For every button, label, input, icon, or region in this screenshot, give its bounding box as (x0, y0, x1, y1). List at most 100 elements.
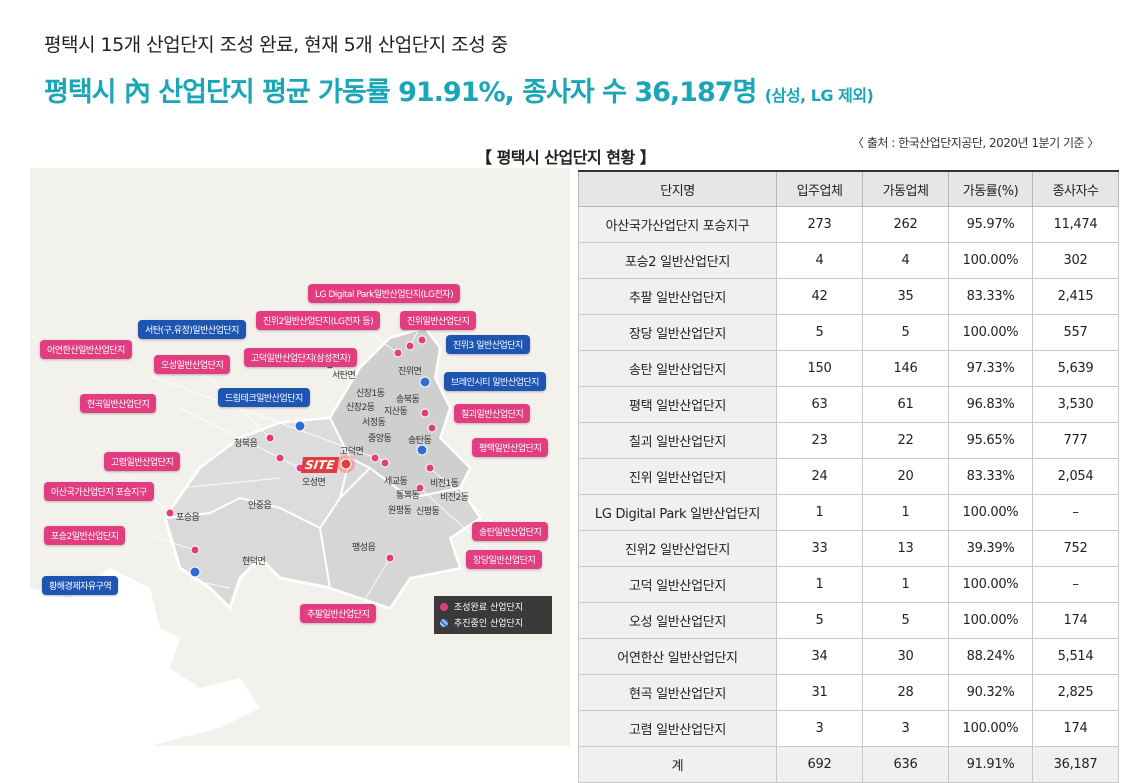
site-label: SITE (300, 457, 339, 473)
map-tag: 진위일반산업단지 (400, 311, 477, 330)
map-legend: 조성완료 산업단지 추진중인 산업단지 (434, 596, 552, 634)
table-cell: 3 (862, 710, 949, 747)
table-cell: 5,514 (1032, 638, 1119, 675)
complex-name-cell: 현곡 일반산업단지 (578, 674, 777, 711)
table-cell: 1 (862, 494, 949, 531)
map-tag: 어연한산일반산업단지 (40, 340, 132, 359)
table-cell: 5 (776, 602, 863, 639)
table-cell: 174 (1032, 710, 1119, 747)
pink-dot-icon (440, 602, 448, 611)
map-tag: 황해경제자유구역 (42, 576, 119, 595)
table-cell: 30 (862, 638, 949, 675)
table-total-row: 계 692 636 91.91% 36,187 (578, 746, 1119, 783)
table-cell: 174 (1032, 602, 1119, 639)
table-cell: 5,639 (1032, 350, 1119, 387)
place-label: 오성면 (302, 478, 326, 488)
place-label: 신장2동 (346, 403, 375, 413)
table-cell: 262 (862, 206, 949, 243)
table-body: 아산국가산업단지 포승지구 273 262 95.97% 11,474 포승2 일반산업단… (578, 206, 1119, 783)
total-cell: 692 (776, 746, 863, 783)
source-note: 〈 출처 : 한국산업단지공단, 2020년 1분기 기준 〉 (852, 136, 1099, 150)
table-cell: 2,415 (1032, 278, 1119, 315)
table-cell: 557 (1032, 314, 1119, 351)
header-cell: 입주업체 (776, 170, 863, 207)
table-cell: 752 (1032, 530, 1119, 567)
place-label: 통복동 (396, 491, 420, 501)
table-row: 송탄 일반산업단지 150 146 97.33% 5,639 (578, 350, 1119, 387)
map-tag: 칠괴일반산업단지 (454, 404, 531, 423)
total-label-cell: 계 (578, 746, 777, 783)
table-cell: – (1032, 494, 1119, 531)
table-cell: 95.97% (948, 206, 1033, 243)
table-cell: 5 (862, 602, 949, 639)
place-label: 진위면 (398, 367, 422, 377)
headline-main-text: 평택시 內 산업단지 평균 가동률 91.91%, 종사자 수 36,187명 (44, 77, 757, 108)
place-label: 원평동 (388, 506, 412, 516)
table-cell: 3 (776, 710, 863, 747)
table-cell: 22 (862, 422, 949, 459)
place-label: 고덕면 (340, 447, 364, 457)
complex-name-cell: 오성 일반산업단지 (578, 602, 777, 639)
place-label: 송탄동 (408, 436, 432, 446)
map-tag: 브레인시티 일반산업단지 (444, 372, 546, 391)
table-cell: 100.00% (948, 494, 1033, 531)
table-cell: 28 (862, 674, 949, 711)
table-row: LG Digital Park 일반산업단지 1 1 100.00% – (578, 494, 1119, 531)
complex-name-cell: LG Digital Park 일반산업단지 (578, 494, 777, 531)
header-cell: 가동률(%) (948, 170, 1033, 207)
table-cell: – (1032, 566, 1119, 603)
table-row: 추팔 일반산업단지 42 35 83.33% 2,415 (578, 278, 1119, 315)
map-graphic (30, 289, 511, 746)
complex-name-cell: 칠괴 일반산업단지 (578, 422, 777, 459)
table-cell: 39.39% (948, 530, 1033, 567)
place-label: 서정동 (362, 418, 386, 428)
place-label: 지산동 (384, 407, 408, 417)
place-label: 신장1동 (356, 389, 385, 399)
place-label: 안중읍 (248, 501, 272, 511)
place-label: 비전2동 (440, 493, 469, 503)
table-cell: 95.65% (948, 422, 1033, 459)
table-cell: 33 (776, 530, 863, 567)
table-cell: 100.00% (948, 710, 1033, 747)
table-row: 진위2 일반산업단지 33 13 39.39% 752 (578, 530, 1119, 567)
table-cell: 5 (776, 314, 863, 351)
table-cell: 1 (776, 494, 863, 531)
table-cell: 777 (1032, 422, 1119, 459)
total-cell: 36,187 (1032, 746, 1119, 783)
complex-name-cell: 추팔 일반산업단지 (578, 278, 777, 315)
legend-label: 추진중인 산업단지 (454, 619, 524, 629)
map-tag: 장당일반산업단지 (466, 550, 543, 569)
place-label: 서탄면 (332, 371, 356, 381)
legend-item-in-progress: 추진중인 산업단지 (440, 616, 546, 629)
table-cell: 273 (776, 206, 863, 243)
table-cell: 5 (862, 314, 949, 351)
table-cell: 1 (776, 566, 863, 603)
map-tag: 송탄일반산업단지 (472, 522, 549, 541)
table-row: 평택 일반산업단지 63 61 96.83% 3,530 (578, 386, 1119, 423)
table-cell: 13 (862, 530, 949, 567)
table-cell: 100.00% (948, 566, 1033, 603)
place-label: 신평동 (416, 507, 440, 517)
industrial-complex-map: LG Digital Park일반산업단지(LG전자) 진위2일반산업단지(LG… (30, 168, 570, 746)
map-tag: 고렴일반산업단지 (104, 452, 181, 471)
table-cell: 34 (776, 638, 863, 675)
complex-name-cell: 진위 일반산업단지 (578, 458, 777, 495)
place-label: 중앙동 (368, 434, 392, 444)
total-cell: 91.91% (948, 746, 1033, 783)
map-tag: 드림테크일반산업단지 (218, 388, 310, 407)
complex-name-cell: 고렴 일반산업단지 (578, 710, 777, 747)
table-cell: 63 (776, 386, 863, 423)
table-row: 고렴 일반산업단지 3 3 100.00% 174 (578, 710, 1119, 747)
complex-name-cell: 아산국가산업단지 포승지구 (578, 206, 777, 243)
table-cell: 20 (862, 458, 949, 495)
table-row: 오성 일반산업단지 5 5 100.00% 174 (578, 602, 1119, 639)
table-cell: 35 (862, 278, 949, 315)
table-cell: 11,474 (1032, 206, 1119, 243)
place-label: 비전1동 (430, 479, 459, 489)
place-label: 청북읍 (234, 439, 258, 449)
table-cell: 90.32% (948, 674, 1033, 711)
table-header-row: 단지명 입주업체 가동업체 가동률(%) 종사자수 (578, 170, 1119, 207)
table-cell: 3,530 (1032, 386, 1119, 423)
industrial-complex-table: 단지명 입주업체 가동업체 가동률(%) 종사자수 아산국가산업단지 포승지구 2… (578, 170, 1119, 783)
table-cell: 4 (862, 242, 949, 279)
